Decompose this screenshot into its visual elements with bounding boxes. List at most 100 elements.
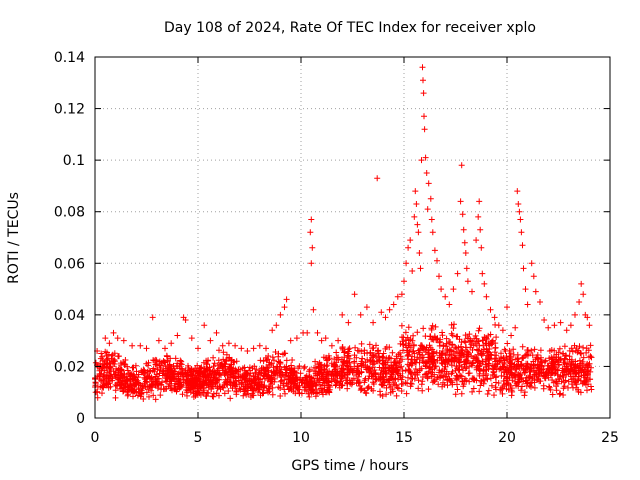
data-point <box>518 229 525 236</box>
band-marker <box>453 363 460 370</box>
data-point <box>277 311 284 318</box>
band-marker <box>427 344 434 351</box>
data-point <box>168 340 175 347</box>
data-point <box>459 211 466 218</box>
band-marker <box>546 348 553 354</box>
band-marker <box>227 379 234 386</box>
band-marker <box>290 379 297 386</box>
band-marker <box>207 380 214 387</box>
band-marker <box>379 353 386 360</box>
band-marker <box>370 373 377 380</box>
data-point <box>394 293 401 300</box>
band-marker <box>504 340 511 347</box>
band-marker <box>493 386 499 393</box>
band-marker <box>357 387 364 394</box>
data-point <box>308 260 315 267</box>
band-marker <box>477 382 484 389</box>
data-point <box>137 342 144 349</box>
band-marker <box>410 332 417 339</box>
band-marker <box>383 355 390 362</box>
band-marker <box>157 392 164 399</box>
data-point <box>469 288 475 295</box>
band-marker <box>383 364 390 371</box>
band-marker <box>313 382 320 389</box>
band-marker <box>209 368 216 375</box>
band-marker <box>575 376 582 382</box>
data-point <box>520 265 527 272</box>
band-marker <box>168 384 175 391</box>
band-marker <box>321 376 328 383</box>
band-marker <box>145 362 152 369</box>
band-marker <box>199 389 206 396</box>
band-marker <box>241 364 248 371</box>
band-marker <box>580 344 587 351</box>
band-marker <box>386 344 393 351</box>
band-marker <box>354 377 361 384</box>
band-marker <box>580 378 587 385</box>
data-point <box>213 329 220 336</box>
band-marker <box>177 369 184 376</box>
band-marker <box>152 356 159 363</box>
band-marker <box>404 361 411 368</box>
data-point <box>335 337 342 344</box>
data-point <box>519 242 526 249</box>
band-marker <box>555 375 562 382</box>
band-marker <box>504 380 511 386</box>
band-marker <box>408 356 415 363</box>
band-marker <box>377 377 384 384</box>
band-marker <box>164 367 171 374</box>
data-point <box>281 304 288 311</box>
band-marker <box>220 349 227 356</box>
band-marker <box>444 346 451 353</box>
band-marker <box>283 357 290 364</box>
band-marker <box>458 390 465 397</box>
band-marker <box>486 355 493 361</box>
band-marker <box>285 373 292 380</box>
band-marker <box>112 358 118 365</box>
band-marker <box>398 322 405 329</box>
band-marker <box>488 382 495 389</box>
band-marker <box>469 360 476 367</box>
band-marker <box>405 324 412 331</box>
data-point <box>479 270 486 277</box>
band-marker <box>223 357 229 364</box>
band-marker <box>346 369 353 376</box>
band-marker <box>415 385 422 392</box>
band-marker <box>102 348 109 355</box>
band-marker <box>357 383 363 389</box>
band-marker <box>112 387 119 394</box>
band-marker <box>553 383 560 390</box>
band-marker <box>268 378 275 385</box>
band-marker <box>362 389 369 396</box>
band-marker <box>439 372 445 379</box>
band-marker <box>354 363 361 370</box>
band-marker <box>524 349 531 355</box>
band-marker <box>298 390 305 397</box>
band-marker <box>281 350 288 357</box>
band-marker <box>479 358 486 365</box>
band-marker <box>549 365 556 372</box>
band-marker <box>397 353 404 360</box>
band-marker <box>335 357 342 363</box>
band-marker <box>117 360 124 367</box>
band-marker <box>104 381 111 388</box>
band-marker <box>192 380 199 386</box>
band-marker <box>166 381 173 388</box>
band-marker <box>376 353 383 360</box>
band-marker <box>466 370 473 377</box>
band-marker <box>240 392 247 399</box>
band-marker <box>152 373 159 380</box>
band-marker <box>228 356 235 363</box>
band-marker <box>428 373 435 380</box>
band-marker <box>509 388 516 395</box>
band-marker <box>224 376 231 383</box>
band-marker <box>428 326 435 333</box>
plot-frame <box>94 56 611 419</box>
x-tick-label: 5 <box>194 430 203 446</box>
band-marker <box>494 361 501 368</box>
axis-layer: 0 5 10 15 20 25 0 0.02 0.04 0.06 0.08 0.1 0.12 0.14 <box>54 50 619 446</box>
band-marker <box>499 390 506 397</box>
data-point <box>584 314 591 321</box>
band-marker <box>326 355 333 362</box>
band-marker <box>139 368 146 375</box>
